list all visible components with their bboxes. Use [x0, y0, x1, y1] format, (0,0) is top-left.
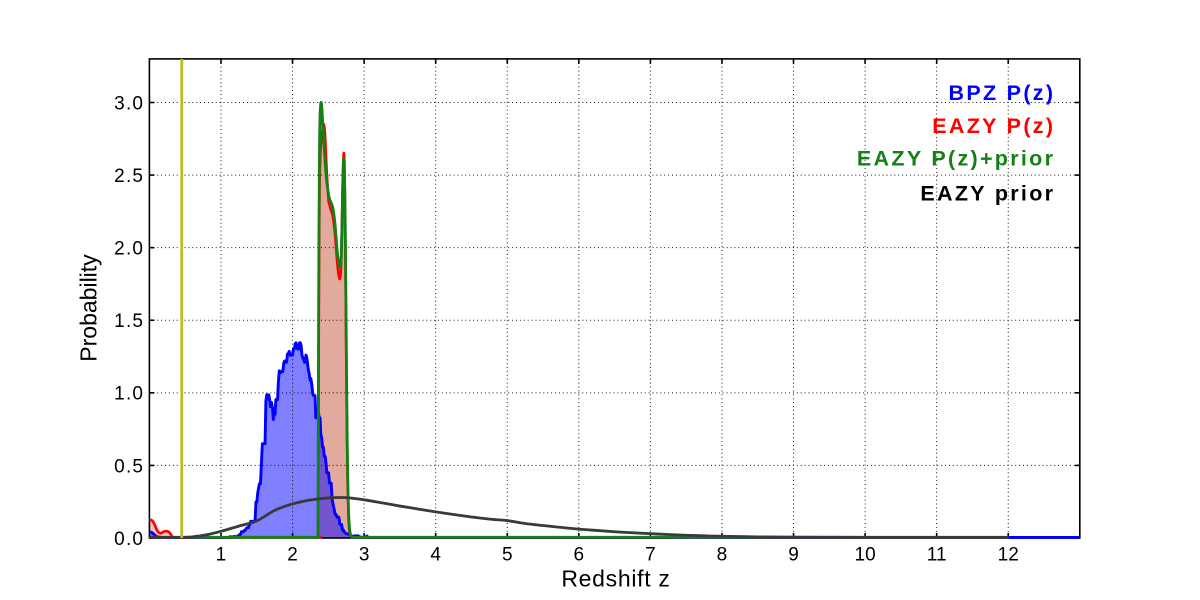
- svg-text:1.5: 1.5: [114, 311, 144, 332]
- svg-text:9: 9: [788, 545, 799, 566]
- svg-text:2: 2: [287, 545, 298, 566]
- svg-text:Redshift z: Redshift z: [561, 566, 670, 592]
- svg-text:12: 12: [998, 545, 1019, 566]
- svg-text:1.0: 1.0: [114, 384, 144, 405]
- svg-text:0.5: 0.5: [114, 456, 144, 477]
- svg-text:EAZY P(z)+prior: EAZY P(z)+prior: [857, 146, 1055, 170]
- svg-text:0.0: 0.0: [114, 529, 144, 550]
- svg-text:2.5: 2.5: [114, 166, 144, 187]
- svg-text:BPZ P(z): BPZ P(z): [949, 81, 1056, 105]
- svg-text:10: 10: [855, 545, 876, 566]
- svg-text:EAZY prior: EAZY prior: [920, 181, 1055, 205]
- svg-text:3: 3: [359, 545, 370, 566]
- svg-text:Probability: Probability: [76, 254, 102, 362]
- svg-text:8: 8: [717, 545, 728, 566]
- svg-text:7: 7: [645, 545, 656, 566]
- svg-text:5: 5: [502, 545, 513, 566]
- svg-text:1: 1: [216, 545, 227, 566]
- svg-text:6: 6: [574, 545, 585, 566]
- svg-text:2.0: 2.0: [114, 239, 144, 260]
- svg-text:3.0: 3.0: [114, 93, 144, 114]
- svg-text:11: 11: [927, 545, 947, 566]
- svg-text:EAZY P(z): EAZY P(z): [932, 114, 1055, 138]
- svg-text:4: 4: [430, 545, 441, 566]
